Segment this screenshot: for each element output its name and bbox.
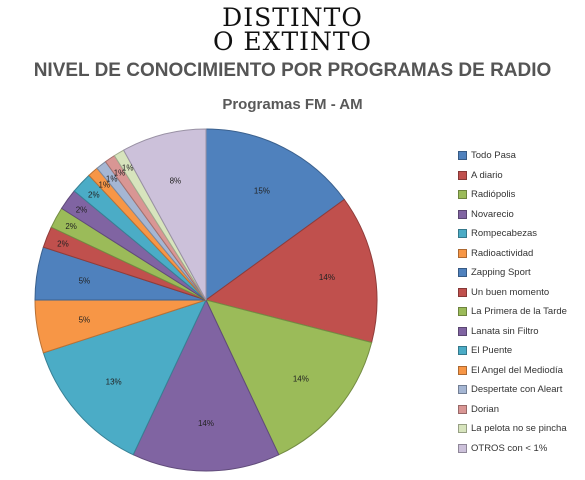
legend-label: Despertate con Aleart bbox=[471, 384, 563, 396]
legend-item-9: La Primera de la Tarde bbox=[458, 302, 567, 322]
legend-swatch bbox=[458, 424, 467, 434]
legend-swatch bbox=[458, 307, 467, 317]
legend-item-13: Despertate con Aleart bbox=[458, 380, 567, 400]
pie-slice-16 bbox=[122, 128, 207, 301]
legend-label: Novarecio bbox=[471, 208, 514, 220]
pie-slice-2 bbox=[204, 198, 378, 344]
legend-label: Rompecabezas bbox=[471, 228, 538, 240]
legend-item-14: Dorian bbox=[458, 400, 567, 420]
slice-label-9: 2% bbox=[65, 222, 77, 231]
legend-swatch bbox=[458, 404, 467, 414]
slice-label-15: 1% bbox=[122, 164, 134, 173]
legend-label: La pelota no se pincha bbox=[471, 423, 567, 435]
legend-label: La Primera de la Tarde bbox=[471, 306, 567, 318]
legend-swatch bbox=[458, 365, 467, 375]
slice-label-1: 15% bbox=[254, 186, 270, 195]
slice-label-5: 13% bbox=[106, 377, 122, 386]
legend-swatch bbox=[458, 248, 467, 258]
brand-line-2: O EXTINTO bbox=[212, 27, 373, 56]
legend-item-1: Todo Pasa bbox=[458, 146, 567, 166]
pie-slice-3 bbox=[205, 299, 373, 456]
pie-slice-1 bbox=[205, 128, 346, 301]
slice-label-3: 14% bbox=[293, 374, 309, 383]
slice-label-4: 14% bbox=[198, 419, 214, 428]
legend-item-15: La pelota no se pincha bbox=[458, 419, 567, 439]
legend-label: Todo Pasa bbox=[471, 150, 516, 162]
slice-label-8: 2% bbox=[57, 239, 69, 248]
slice-label-11: 2% bbox=[88, 191, 100, 200]
pie-slice-5 bbox=[42, 299, 207, 456]
legend-item-11: El Puente bbox=[458, 341, 567, 361]
page-title: NIVEL DE CONOCIMIENTO POR PROGRAMAS DE R… bbox=[33, 60, 552, 81]
legend-swatch bbox=[458, 268, 467, 278]
legend-label: Lanata sin Filtro bbox=[471, 325, 539, 337]
legend-swatch bbox=[458, 190, 467, 200]
legend-label: Dorian bbox=[471, 403, 499, 415]
legend-item-8: Un buen momento bbox=[458, 283, 567, 303]
legend-label: Radiópolis bbox=[471, 189, 516, 201]
legend-item-7: Zapping Sport bbox=[458, 263, 567, 283]
legend-swatch bbox=[458, 170, 467, 180]
brand-line-1: DISTINTO bbox=[222, 3, 363, 32]
slice-label-2: 14% bbox=[319, 273, 335, 282]
slice-label-13: 1% bbox=[106, 174, 118, 183]
legend-item-12: El Angel del Mediodía bbox=[458, 361, 567, 381]
legend-swatch bbox=[458, 229, 467, 239]
chart-legend: Todo Pasa A diario Radiópolis Novarecio Romp… bbox=[458, 146, 567, 458]
legend-item-16: OTROS con < 1% bbox=[458, 439, 567, 459]
legend-item-2: A diario bbox=[458, 166, 567, 186]
legend-item-5: Rompecabezas bbox=[458, 224, 567, 244]
legend-swatch bbox=[458, 443, 467, 453]
legend-label: OTROS con < 1% bbox=[471, 442, 548, 454]
slice-label-12: 1% bbox=[98, 181, 110, 190]
legend-swatch bbox=[458, 326, 467, 336]
legend-swatch bbox=[458, 287, 467, 297]
legend-item-3: Radiópolis bbox=[458, 185, 567, 205]
legend-label: El Puente bbox=[471, 345, 513, 357]
legend-swatch bbox=[458, 346, 467, 356]
legend-label: A diario bbox=[471, 169, 503, 181]
legend-label: Zapping Sport bbox=[471, 267, 531, 279]
legend-item-4: Novarecio bbox=[458, 205, 567, 225]
legend-label: Un buen momento bbox=[471, 286, 550, 298]
chart-title: Programas FM - AM bbox=[222, 96, 363, 113]
legend-swatch bbox=[458, 385, 467, 395]
slice-label-6: 5% bbox=[79, 315, 91, 324]
pie-slice-4 bbox=[132, 298, 280, 472]
brand-logo: DISTINTO O EXTINTO bbox=[0, 3, 585, 56]
legend-swatch bbox=[458, 209, 467, 219]
legend-label: Radioactividad bbox=[471, 247, 534, 259]
slice-label-7: 5% bbox=[79, 277, 91, 286]
slice-label-10: 2% bbox=[76, 206, 88, 215]
legend-item-6: Radioactividad bbox=[458, 244, 567, 264]
legend-item-10: Lanata sin Filtro bbox=[458, 322, 567, 342]
slice-label-14: 1% bbox=[114, 169, 126, 178]
legend-label: El Angel del Mediodía bbox=[471, 364, 563, 376]
slice-label-16: 8% bbox=[170, 177, 182, 186]
legend-swatch bbox=[458, 151, 467, 161]
